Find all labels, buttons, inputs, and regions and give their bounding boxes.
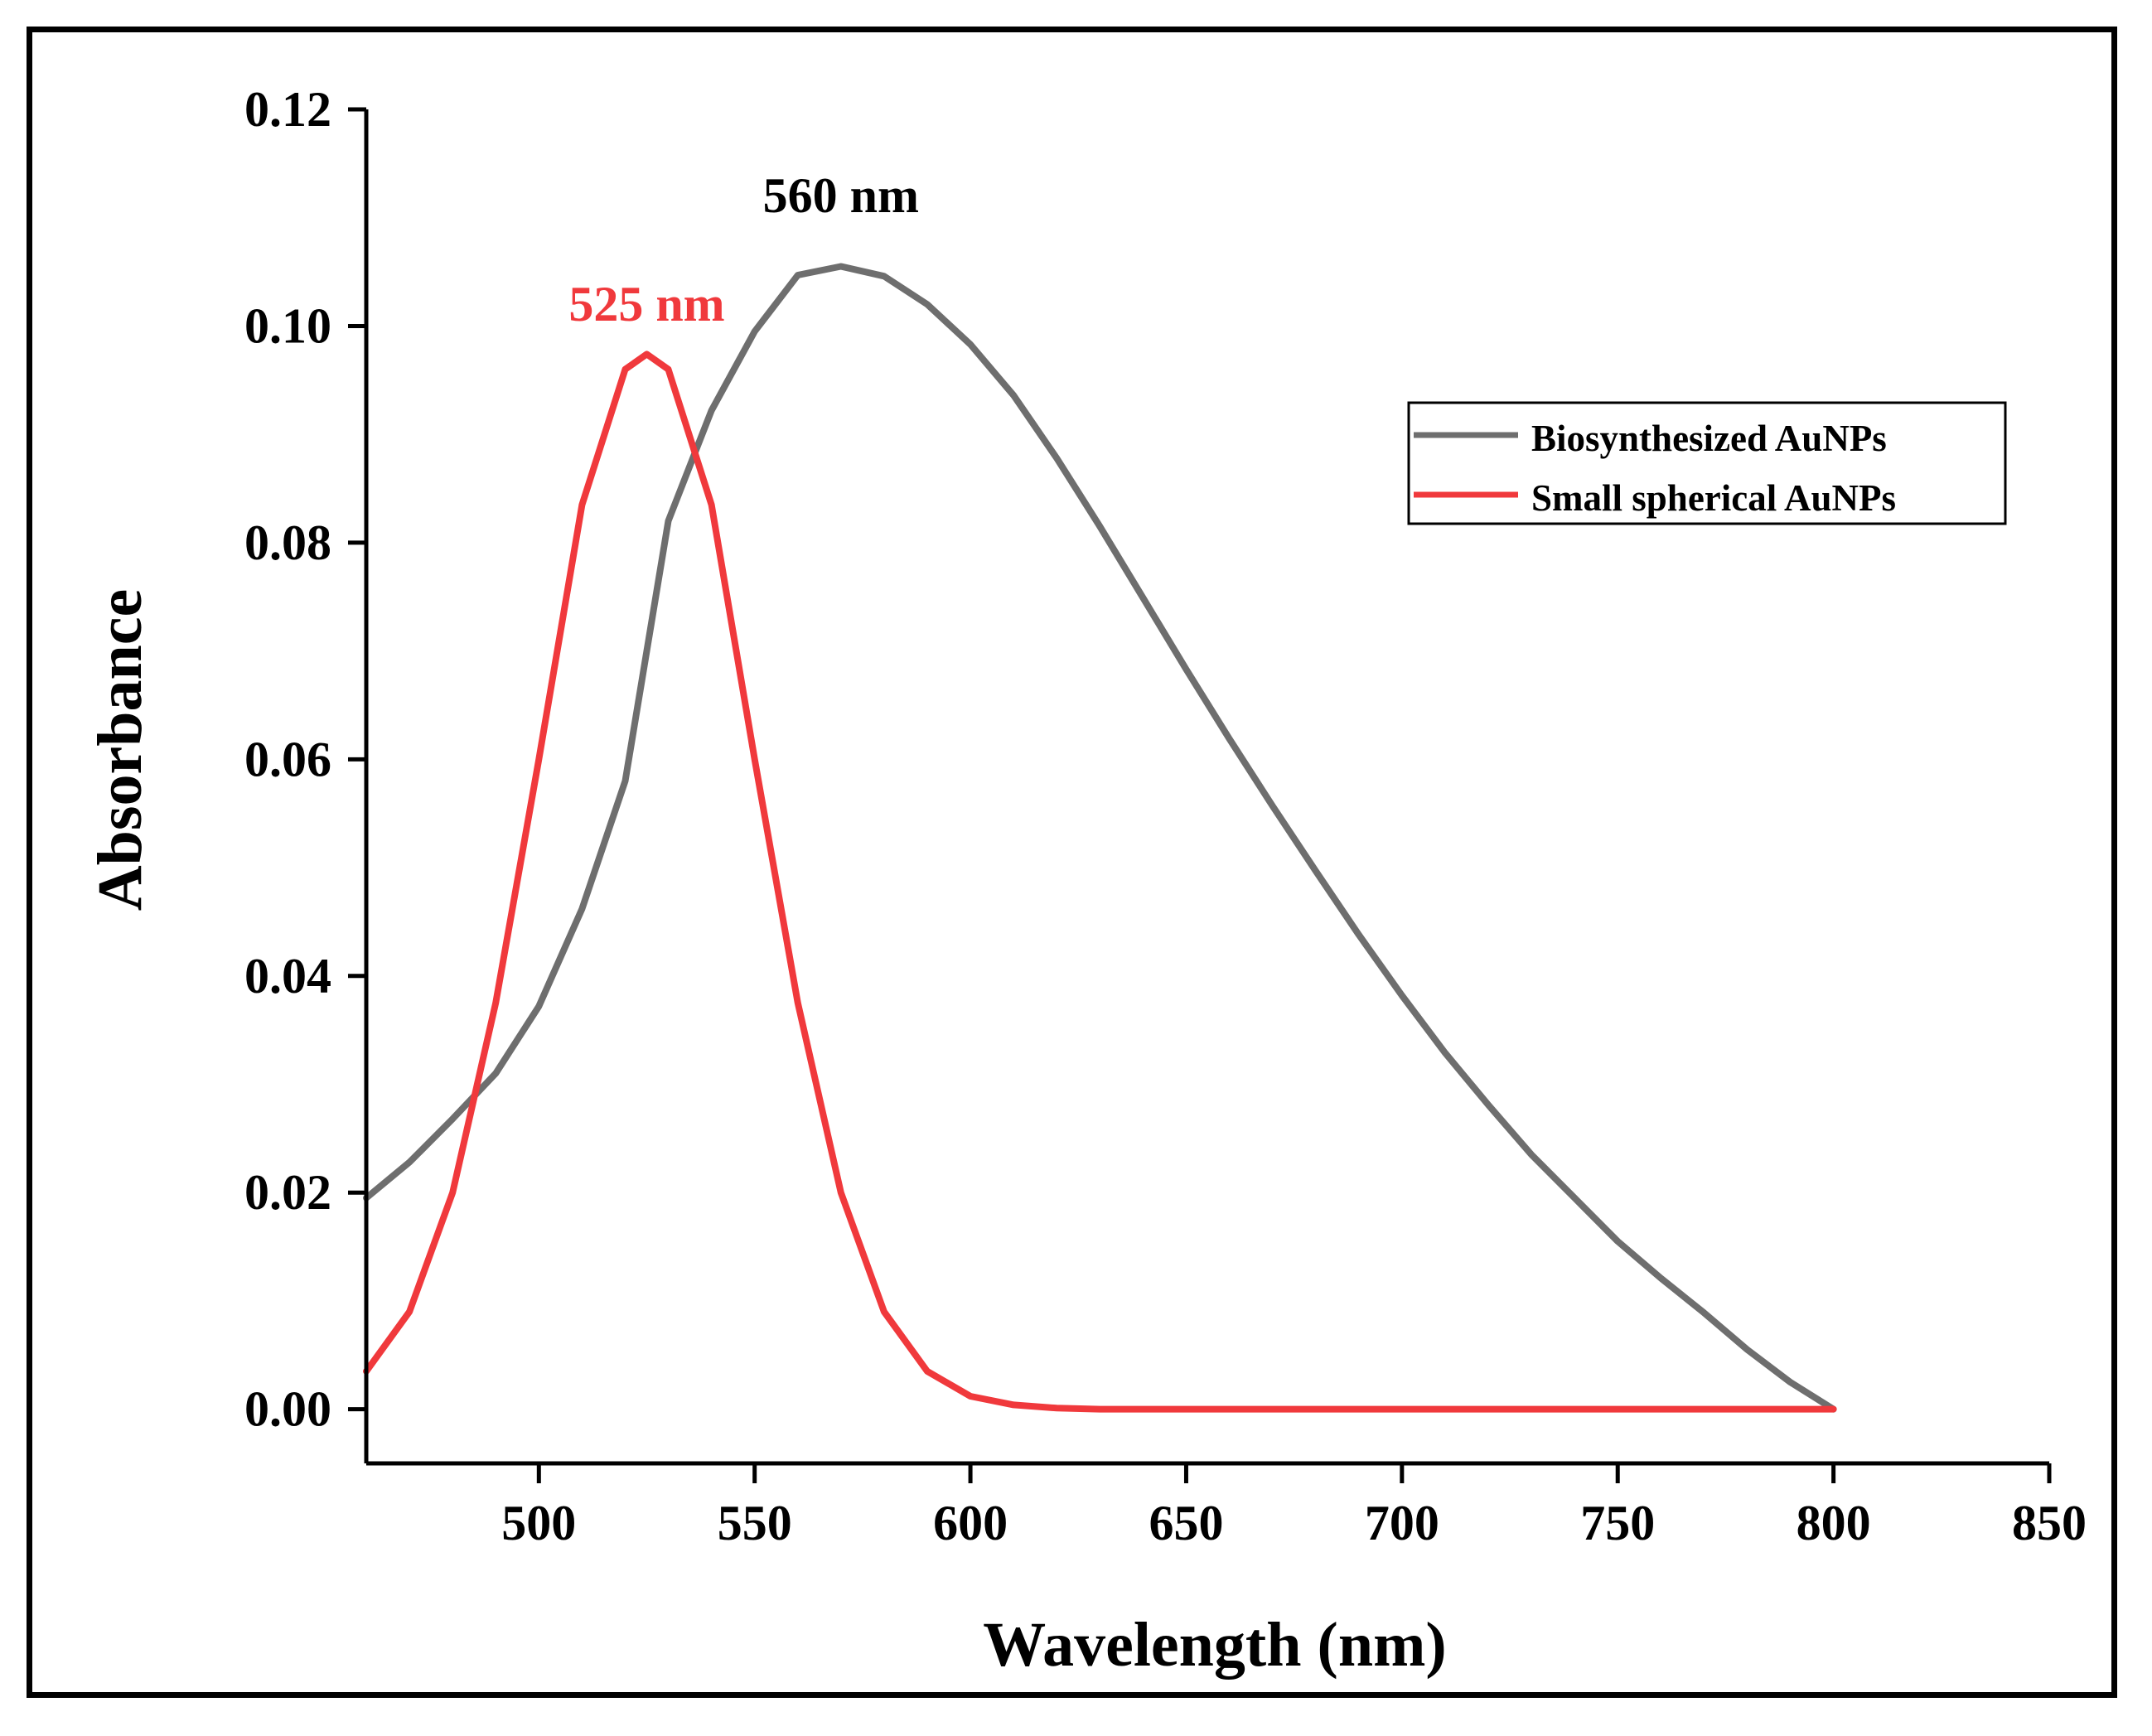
x-tick-label: 550 bbox=[718, 1496, 792, 1550]
y-axis-title: Absorbance bbox=[85, 589, 155, 911]
legend-box bbox=[1407, 401, 2007, 525]
series-layer bbox=[363, 263, 1837, 1413]
y-tick-label: 0.12 bbox=[244, 82, 331, 137]
y-tick-label: 0.08 bbox=[244, 515, 331, 570]
axes-layer bbox=[364, 109, 2049, 1466]
y-tick-label: 0.00 bbox=[244, 1382, 331, 1437]
y-ticks: 0.00 0.02 0.04 0.06 0.08 0.10 0.12 bbox=[244, 82, 366, 1437]
series-line-0 bbox=[363, 263, 1837, 1413]
x-tick-label: 650 bbox=[1149, 1496, 1223, 1550]
x-tick-label: 850 bbox=[2012, 1496, 2087, 1550]
figure-frame bbox=[27, 27, 2117, 1698]
y-tick-label: 0.10 bbox=[244, 298, 331, 353]
x-tick-label: 600 bbox=[933, 1496, 1008, 1550]
legend-label-biosynthesized: Biosynthesized AuNPs bbox=[1531, 418, 1887, 459]
x-tick-label: 500 bbox=[501, 1496, 576, 1550]
y-tick-label: 0.06 bbox=[244, 732, 331, 786]
peak-annotation: 525 nm bbox=[568, 277, 724, 331]
x-tick-label: 750 bbox=[1580, 1496, 1655, 1550]
legend-label-small-spherical: Small spherical AuNPs bbox=[1531, 477, 1896, 519]
x-ticks: 500 550 600 650 700 750 800 850 bbox=[501, 1463, 2087, 1550]
y-tick-label: 0.04 bbox=[244, 949, 331, 1003]
x-axis-title: Wavelength (nm) bbox=[983, 1610, 1446, 1680]
series-line-1 bbox=[363, 351, 1837, 1413]
peak-annotation: 560 nm bbox=[763, 168, 919, 223]
x-tick-label: 800 bbox=[1797, 1496, 1871, 1550]
y-tick-label: 0.02 bbox=[244, 1165, 331, 1220]
x-tick-label: 700 bbox=[1365, 1496, 1439, 1550]
legend: Biosynthesized AuNPs Small spherical AuN… bbox=[1407, 401, 2007, 525]
annotations: 560 nm 525 nm bbox=[568, 168, 919, 331]
